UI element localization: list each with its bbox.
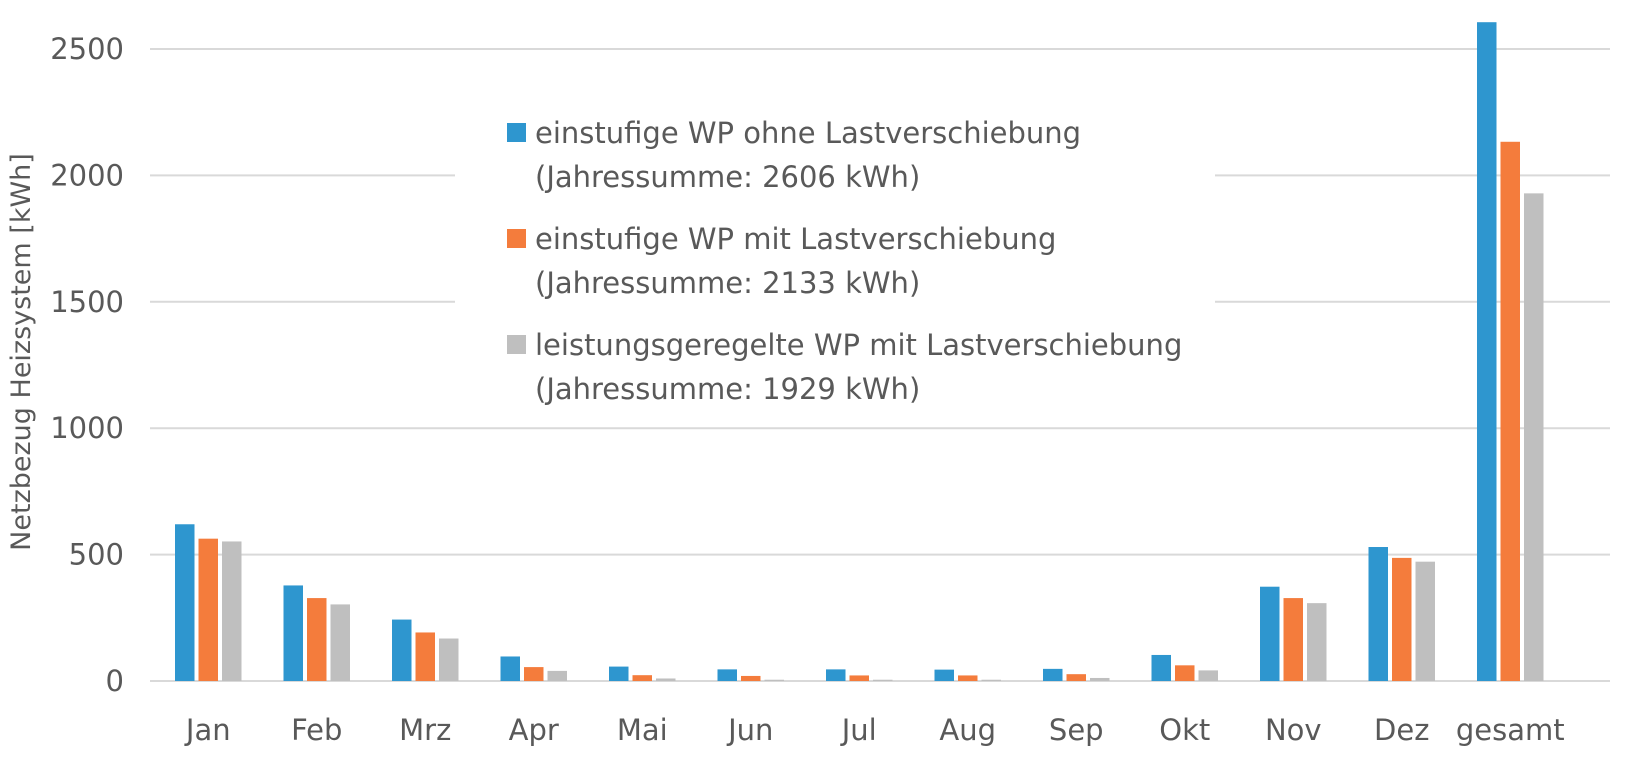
- bar-Feb-series-3: [330, 604, 350, 681]
- bar-Mrz-series-1: [392, 619, 412, 681]
- x-tick-label: Dez: [1374, 713, 1429, 747]
- bar-Dez-series-1: [1368, 547, 1388, 681]
- bar-Apr-series-1: [500, 656, 520, 681]
- x-tick-label: Sep: [1049, 713, 1104, 747]
- y-tick-label: 2000: [50, 158, 124, 192]
- y-tick-label: 1500: [50, 285, 124, 319]
- bar-Jul-series-1: [826, 669, 846, 681]
- bar-Mrz-series-3: [439, 638, 459, 681]
- legend-label-3: leistungsgeregelte WP mit Lastverschiebu…: [535, 328, 1182, 362]
- bar-Aug-series-3: [981, 679, 1001, 681]
- bar-gesamt-series-2: [1500, 141, 1520, 682]
- x-tick-label: Apr: [509, 713, 559, 747]
- x-tick-label: Okt: [1159, 713, 1210, 747]
- bar-Okt-series-1: [1151, 654, 1171, 681]
- legend-swatch-1: [507, 123, 526, 142]
- legend-label-1: einstufige WP ohne Lastverschiebung: [535, 116, 1081, 150]
- y-tick-label: 500: [69, 538, 124, 572]
- legend-swatch-3: [507, 335, 526, 354]
- x-tick-label: Mrz: [399, 713, 451, 747]
- y-tick-label: 1000: [50, 411, 124, 445]
- x-axis-ticks: Jan Feb Mrz Apr Mai Jun Jul Aug Sep Okt Nov Dez gesa…: [184, 713, 1565, 747]
- x-tick-label: Aug: [939, 713, 996, 747]
- legend-swatch-2: [507, 229, 526, 248]
- legend-box: [455, 110, 1215, 410]
- legend-sublabel-3: (Jahressumme: 1929 kWh): [535, 372, 920, 406]
- bar-Jan-series-1: [175, 524, 195, 681]
- bar-Feb-series-2: [307, 598, 327, 681]
- bar-Dez-series-2: [1392, 557, 1412, 681]
- bar-Okt-series-3: [1198, 670, 1218, 681]
- x-tick-label: Mai: [617, 713, 668, 747]
- bar-Sep-series-2: [1066, 674, 1086, 681]
- y-tick-label: 2500: [50, 32, 124, 66]
- legend-label-2: einstufige WP mit Lastverschiebung: [535, 222, 1056, 256]
- bar-Jan-series-3: [222, 541, 242, 681]
- bar-Mai-series-2: [632, 675, 652, 681]
- bar-Jun-series-2: [741, 675, 761, 681]
- x-tick-label: gesamt: [1456, 713, 1565, 747]
- bar-gesamt-series-1: [1477, 22, 1497, 682]
- bars: [175, 22, 1544, 682]
- bar-Jul-series-3: [873, 679, 893, 681]
- bar-Nov-series-3: [1307, 603, 1327, 681]
- x-tick-label: Jan: [184, 713, 231, 747]
- bar-Sep-series-1: [1043, 668, 1063, 681]
- bar-gesamt-series-3: [1524, 193, 1544, 681]
- x-tick-label: Feb: [291, 713, 342, 747]
- legend: einstufige WP ohne Lastverschiebung (Jahr…: [507, 116, 1182, 406]
- bar-Jul-series-2: [849, 675, 869, 681]
- x-tick-label: Nov: [1265, 713, 1322, 747]
- bar-Sep-series-3: [1090, 677, 1110, 681]
- bar-Aug-series-2: [958, 675, 978, 681]
- bar-Okt-series-2: [1175, 665, 1195, 681]
- bar-Jun-series-3: [764, 679, 784, 681]
- bar-Aug-series-1: [934, 669, 954, 681]
- bar-Nov-series-2: [1283, 598, 1303, 681]
- x-tick-label: Jul: [840, 713, 877, 747]
- bar-Apr-series-3: [547, 670, 567, 681]
- y-axis-ticks: 0 500 1000 1500 2000 2500: [50, 32, 124, 698]
- legend-sublabel-2: (Jahressumme: 2133 kWh): [535, 266, 920, 300]
- bar-Apr-series-2: [524, 667, 544, 681]
- y-tick-label: 0: [106, 664, 124, 698]
- bar-Jun-series-1: [717, 669, 737, 681]
- x-tick-label: Jun: [726, 713, 773, 747]
- bar-Mai-series-1: [609, 666, 629, 681]
- bar-Mrz-series-2: [415, 632, 435, 681]
- bar-Mai-series-3: [656, 678, 676, 681]
- y-axis-label: Netzbezug Heizsystem [kWh]: [6, 153, 37, 551]
- bar-Dez-series-3: [1415, 561, 1435, 681]
- legend-background: [455, 110, 1215, 410]
- bar-Nov-series-1: [1260, 586, 1280, 681]
- legend-sublabel-1: (Jahressumme: 2606 kWh): [535, 160, 920, 194]
- bar-Feb-series-1: [283, 585, 303, 681]
- bar-Jan-series-2: [198, 538, 218, 681]
